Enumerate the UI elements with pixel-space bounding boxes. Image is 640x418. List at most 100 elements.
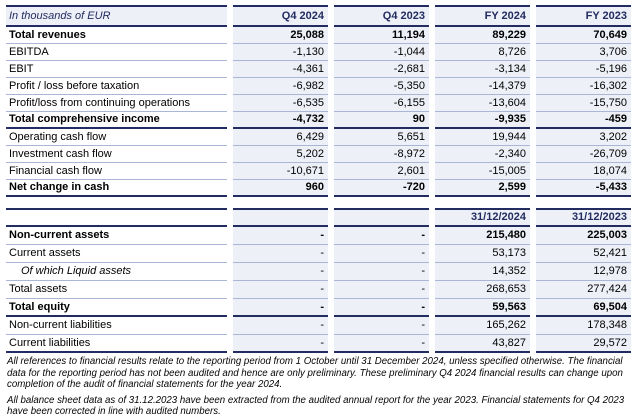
row-value: 70,649 (536, 27, 631, 44)
table-row: Total comprehensive income -4,732 90 -9,935… (6, 112, 635, 129)
row-value: -6,982 (233, 78, 328, 95)
row-value: - (233, 317, 328, 335)
row-value: 215,480 (435, 227, 530, 245)
row-value: 14,352 (435, 263, 530, 281)
row-label: Operating cash flow (6, 129, 227, 146)
table-row: Current liabilities - -43,827 29,572 (6, 335, 635, 353)
column-header: Q4 2023 (334, 5, 429, 27)
row-value: 18,074 (536, 163, 631, 180)
row-value: -14,379 (435, 78, 530, 95)
table-row: Non-current assets - -215,480 225,003 (6, 227, 635, 245)
row-label: Profit / loss before taxation (6, 78, 227, 95)
row-value: 89,229 (435, 27, 530, 44)
row-value: 11,194 (334, 27, 429, 44)
row-value: -459 (536, 112, 631, 129)
row-value: 52,421 (536, 245, 631, 263)
row-value: -5,433 (536, 180, 631, 197)
table-row: Total equity - -59,563 69,504 (6, 299, 635, 317)
table-row: Non-current liabilities - -165,262 178,348 (6, 317, 635, 335)
row-value: 59,563 (435, 299, 530, 317)
table-row: Total revenues 25,088 11,194 89,229 70,649 (6, 27, 635, 44)
row-label: Non-current assets (6, 227, 227, 245)
row-value: -15,005 (435, 163, 530, 180)
row-label: Current liabilities (6, 335, 227, 353)
row-value: -4,361 (233, 61, 328, 78)
row-value: - (233, 335, 328, 353)
row-value: -26,709 (536, 146, 631, 163)
balance-header-empty (6, 208, 227, 227)
row-value: - (334, 299, 429, 317)
row-label: Investment cash flow (6, 146, 227, 163)
row-value: 53,173 (435, 245, 530, 263)
balance-header-row: 31/12/2024 31/12/2023 (6, 208, 635, 227)
section-spacer (6, 197, 635, 208)
row-label: Of which Liquid assets (6, 263, 227, 281)
row-value: - (233, 245, 328, 263)
table-header-row: In thousands of EUR Q4 2024 Q4 2023 FY 2024… (6, 5, 635, 27)
balance-date-header (233, 208, 328, 227)
row-value: -2,340 (435, 146, 530, 163)
row-label: Total revenues (6, 27, 227, 44)
row-value: -1,130 (233, 44, 328, 61)
row-value: 268,653 (435, 281, 530, 299)
row-value: - (233, 299, 328, 317)
row-value: -3,134 (435, 61, 530, 78)
row-value: - (334, 245, 429, 263)
row-value: 6,429 (233, 129, 328, 146)
row-value: 25,088 (233, 27, 328, 44)
row-value: 2,599 (435, 180, 530, 197)
row-value: -2,681 (334, 61, 429, 78)
row-value: - (233, 227, 328, 245)
row-value: -1,044 (334, 44, 429, 61)
row-value: - (334, 263, 429, 281)
table-row: Profit / loss before taxation -6,982 -5,35… (6, 78, 635, 95)
row-value: 5,202 (233, 146, 328, 163)
row-value: - (233, 281, 328, 299)
row-value: -16,302 (536, 78, 631, 95)
row-label: Non-current liabilities (6, 317, 227, 335)
row-value: -10,671 (233, 163, 328, 180)
row-value: 2,601 (334, 163, 429, 180)
row-value: 90 (334, 112, 429, 129)
balance-date-header (334, 208, 429, 227)
row-value: -720 (334, 180, 429, 197)
table-row: EBIT -4,361 -2,681 -3,134 -5,196 (6, 61, 635, 78)
balance-date-header: 31/12/2023 (536, 208, 631, 227)
row-value: -9,935 (435, 112, 530, 129)
row-label: EBITDA (6, 44, 227, 61)
row-value: -5,196 (536, 61, 631, 78)
row-label: EBIT (6, 61, 227, 78)
row-value: - (334, 335, 429, 353)
row-value: -13,604 (435, 95, 530, 112)
column-header: FY 2023 (536, 5, 631, 27)
row-value: - (334, 281, 429, 299)
table-row: Net change in cash 960 -720 2,599 -5,433 (6, 180, 635, 197)
column-header: FY 2024 (435, 5, 530, 27)
row-value: -8,972 (334, 146, 429, 163)
table-row: Investment cash flow 5,202 -8,972 -2,340 -26… (6, 146, 635, 163)
row-value: - (233, 263, 328, 281)
table-row: Of which Liquid assets - -14,352 12,978 (6, 263, 635, 281)
row-label: Total equity (6, 299, 227, 317)
table-row: EBITDA -1,130 -1,044 8,726 3,706 (6, 44, 635, 61)
table-row: Total assets - -268,653 277,424 (6, 281, 635, 299)
row-value: -6,155 (334, 95, 429, 112)
balance-date-header: 31/12/2024 (435, 208, 530, 227)
footnote-1: All references to financial results rela… (7, 356, 623, 390)
row-value: 5,651 (334, 129, 429, 146)
row-value: -4,732 (233, 112, 328, 129)
row-value: 960 (233, 180, 328, 197)
unit-label: In thousands of EUR (6, 5, 227, 27)
financial-table: In thousands of EUR Q4 2024 Q4 2023 FY 2024… (6, 5, 635, 353)
row-value: 3,706 (536, 44, 631, 61)
table-row: Current assets - -53,173 52,421 (6, 245, 635, 263)
row-value: 12,978 (536, 263, 631, 281)
row-value: -6,535 (233, 95, 328, 112)
row-label: Total assets (6, 281, 227, 299)
row-value: - (334, 227, 429, 245)
footnotes: All references to financial results rela… (6, 356, 635, 418)
row-label: Profit/loss from continuing operations (6, 95, 227, 112)
row-label: Net change in cash (6, 180, 227, 197)
table-row: Financial cash flow -10,671 2,601 -15,005 18… (6, 163, 635, 180)
